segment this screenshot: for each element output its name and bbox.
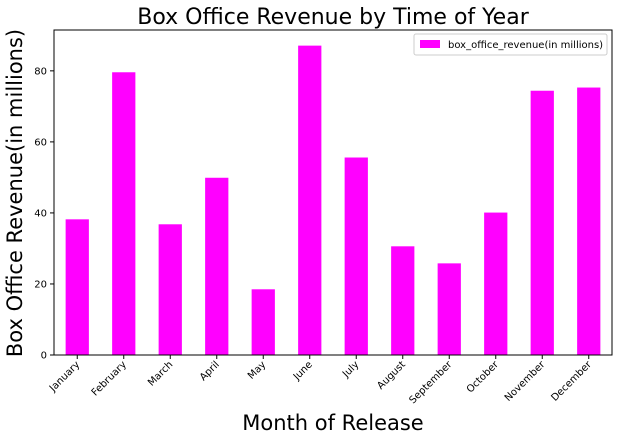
bar-june: [298, 45, 322, 355]
legend-swatch: [420, 40, 440, 48]
bar-july: [344, 157, 368, 355]
legend: box_office_revenue(in millions): [413, 33, 608, 56]
bars-layer: [65, 45, 601, 356]
legend-label: box_office_revenue(in millions): [448, 40, 603, 51]
bar-january: [65, 219, 89, 355]
bar-may: [251, 289, 275, 355]
legend-box: [413, 33, 608, 56]
y-tick-label: 20: [34, 279, 47, 290]
y-tick-label: 80: [34, 66, 47, 77]
bar-november: [530, 90, 554, 356]
y-tick-label: 40: [34, 208, 47, 219]
y-tick-label: 60: [34, 137, 47, 148]
bar-october: [484, 212, 508, 355]
bar-september: [437, 263, 461, 355]
bar-april: [205, 177, 229, 355]
plot-frame: [53, 29, 613, 356]
chart-title: Box Office Revenue by Time of Year: [137, 5, 529, 30]
y-tick-label: 0: [41, 351, 47, 362]
bar-august: [391, 246, 415, 355]
y-axis-title: Box Office Revenue(in millions): [3, 29, 27, 357]
bar-march: [158, 224, 182, 355]
y-axis: 0 20 40 60 80: [34, 66, 54, 362]
bar-december: [577, 87, 601, 355]
x-axis-title: Month of Release: [242, 411, 423, 435]
bar-february: [112, 72, 136, 356]
